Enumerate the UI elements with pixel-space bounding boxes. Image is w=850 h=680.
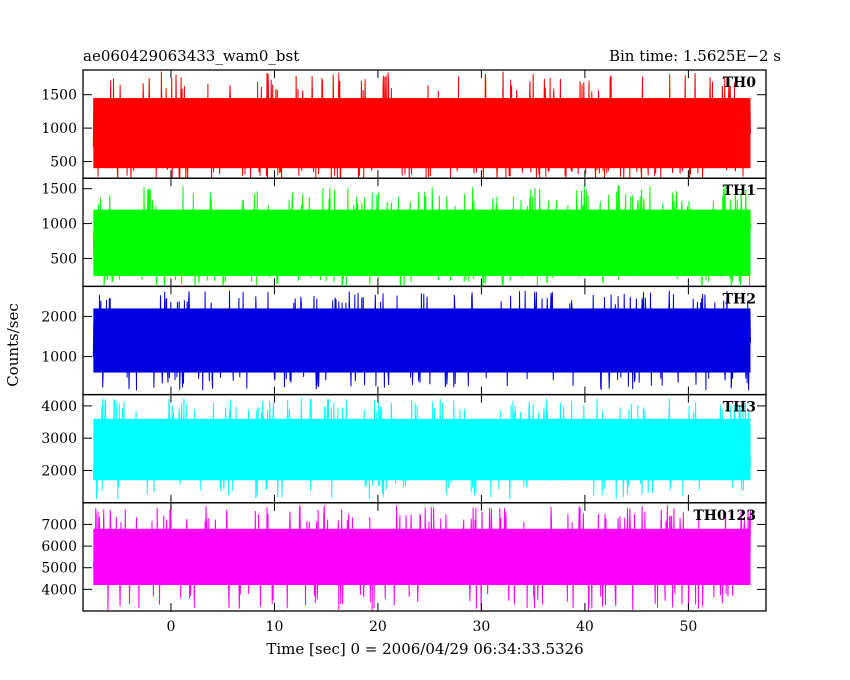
panel-label-th3: TH3 [723,400,756,416]
y-tick-label: 4000 [41,399,77,415]
panel-th1: 500 1000 1500 TH1 [41,177,767,288]
x-tick-label: 50 [679,619,697,635]
panel-label-th0123: TH0123 [693,508,756,524]
x-tick-label: 10 [266,619,284,635]
panel-frame [82,502,767,612]
y-tick-label: 2000 [41,464,77,480]
y-tick-label: 7000 [41,517,77,533]
y-tick-label: 2000 [41,309,77,325]
y-tick-label: 1000 [41,217,77,233]
y-tick-label: 1500 [41,88,77,104]
panel-label-th1: TH1 [723,183,756,199]
panel-th2: 1000 2000 TH2 [41,285,767,396]
x-axis-label: Time [sec] 0 = 2006/04/29 06:34:33.5326 [266,640,583,658]
x-tick-label: 0 [167,619,176,635]
panel-th3: 2000 3000 4000 TH3 [41,393,767,504]
x-tick-label: 40 [576,619,594,635]
y-tick-label: 1500 [41,182,77,198]
chart-title: ae060429063433_wam0_bst [83,47,299,65]
x-tick-label: 20 [369,619,387,635]
panel-label-th2: TH2 [723,291,756,307]
series-band-th0123 [93,528,751,586]
panel-th0: 500 1000 1500 TH0 [41,69,767,180]
y-tick-label: 1000 [41,121,77,137]
y-tick-label: 500 [50,155,77,171]
panel-label-th0: TH0 [723,75,757,91]
series-band-th3 [93,418,751,481]
series-band-th2 [93,308,751,373]
y-tick-label: 500 [50,251,77,267]
y-tick-label: 3000 [41,431,77,447]
series-band-th1 [93,209,751,276]
y-axis-label: Counts/sec [4,303,22,387]
series-band-th0 [93,98,751,169]
y-tick-label: 1000 [41,350,77,366]
bin-time-label: Bin time: 1.5625E−2 s [609,47,781,65]
y-tick-label: 5000 [41,561,77,577]
y-tick-label: 6000 [41,539,77,555]
x-tick-label: 30 [473,619,491,635]
y-tick-label: 4000 [41,582,77,598]
panel-th0123: 4000 5000 6000 7000 TH0123 [41,502,767,612]
